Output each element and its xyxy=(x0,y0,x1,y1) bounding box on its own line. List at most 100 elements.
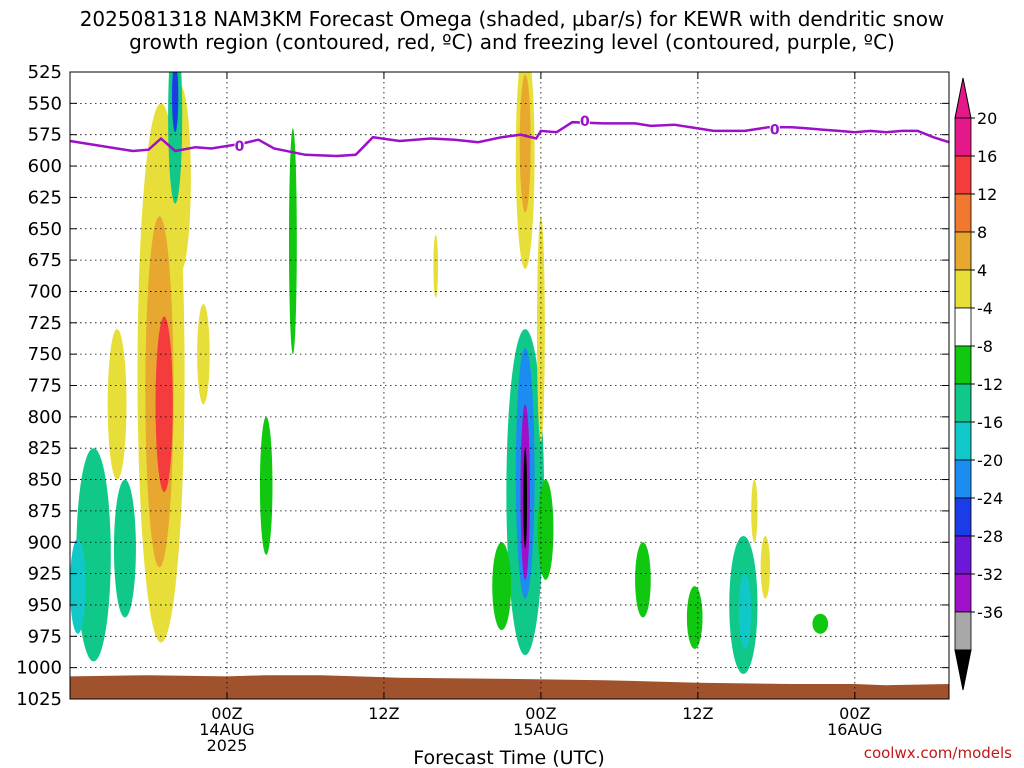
colorbar-bin-3 xyxy=(954,231,972,271)
y-tick-label-1000: 1000 xyxy=(16,658,62,679)
y-tick-label-975: 975 xyxy=(28,626,62,647)
chart-title-line-1: 2025081318 NAM3KM Forecast Omega (shaded… xyxy=(79,7,945,31)
y-tick-label-950: 950 xyxy=(28,595,62,616)
colorbar-bin-10 xyxy=(954,497,972,537)
colorbar-bin-5 xyxy=(954,307,972,347)
x-tick-label-2-0: 00Z xyxy=(525,704,556,723)
omega-region-6 xyxy=(76,448,111,662)
colorbar-label-9: -20 xyxy=(977,451,1003,470)
x-tick-label-4-0: 00Z xyxy=(839,704,870,723)
y-tick-label-875: 875 xyxy=(28,501,62,522)
y-tick-label-1025: 1025 xyxy=(16,689,62,710)
y-tick-label-750: 750 xyxy=(28,344,62,365)
colorbar-bin-4 xyxy=(954,269,972,309)
omega-region-29 xyxy=(812,613,829,634)
omega-region-8 xyxy=(113,479,136,618)
y-axis: 525 550 575 600 625 650 675 700 725 750 775 800 825 8… xyxy=(16,62,949,710)
colorbar-label-7: -12 xyxy=(977,375,1003,394)
colorbar-label-11: -28 xyxy=(977,527,1003,546)
colorbar-label-2: 12 xyxy=(977,185,997,204)
colorbar-label-6: -8 xyxy=(977,337,993,356)
colorbar-bin-0 xyxy=(954,117,972,157)
omega-shading xyxy=(70,72,829,674)
source-credit[interactable]: coolwx.com/models xyxy=(863,744,1012,762)
omega-region-24 xyxy=(686,586,703,649)
omega-region-20 xyxy=(537,479,554,580)
colorbar-bin-9 xyxy=(954,459,972,499)
omega-region-22 xyxy=(433,235,439,298)
terrain-fill xyxy=(70,675,949,699)
x-tick-label-3-0: 12Z xyxy=(682,704,713,723)
y-tick-label-575: 575 xyxy=(28,125,62,146)
y-tick-label-925: 925 xyxy=(28,564,62,585)
omega-region-19 xyxy=(492,542,512,631)
x-tick-label-4-1: 16AUG xyxy=(827,720,882,739)
omega-region-3 xyxy=(155,316,173,493)
colorbar-label-12: -32 xyxy=(977,565,1003,584)
colorbar-label-0: 20 xyxy=(977,109,997,128)
freezing-level-contour: 0 0 0 xyxy=(70,112,949,158)
omega-region-18 xyxy=(523,448,528,549)
y-tick-label-700: 700 xyxy=(28,281,62,302)
freezing-level-line xyxy=(70,120,949,158)
omega-region-26 xyxy=(738,573,752,649)
colorbar-bin-7 xyxy=(954,383,972,423)
colorbar-bin-2 xyxy=(954,193,972,233)
colorbar-bin-6 xyxy=(954,345,972,385)
colorbar-bin-11 xyxy=(954,535,972,575)
colorbar-bin-8 xyxy=(954,421,972,461)
x-tick-label-2-1: 15AUG xyxy=(513,720,568,739)
colorbar-bottom-arrow xyxy=(954,649,972,691)
y-tick-label-675: 675 xyxy=(28,250,62,271)
y-tick-label-625: 625 xyxy=(28,187,62,208)
y-tick-label-825: 825 xyxy=(28,438,62,459)
colorbar-bin-12 xyxy=(954,573,972,613)
y-tick-label-550: 550 xyxy=(28,93,62,114)
freezing-label-2: 0 xyxy=(770,123,780,139)
colorbar-bin-1 xyxy=(954,155,972,195)
colorbar-label-3: 8 xyxy=(977,223,987,242)
y-tick-label-850: 850 xyxy=(28,470,62,491)
freezing-label-bg-2 xyxy=(769,121,780,136)
x-tick-label-0-1: 14AUG xyxy=(199,720,254,739)
x-tick-label-0-2: 2025 xyxy=(207,736,248,755)
y-tick-label-600: 600 xyxy=(28,156,62,177)
freezing-label-1: 0 xyxy=(580,114,590,130)
colorbar-label-4: 4 xyxy=(977,261,987,280)
omega-region-21 xyxy=(536,216,545,442)
x-tick-label-1-0: 12Z xyxy=(368,704,399,723)
y-tick-label-775: 775 xyxy=(28,376,62,397)
omega-region-23 xyxy=(635,542,651,618)
colorbar-bin-13 xyxy=(954,611,972,651)
y-tick-label-725: 725 xyxy=(28,313,62,334)
omega-region-12 xyxy=(259,416,273,555)
y-tick-label-525: 525 xyxy=(28,62,62,83)
colorbar-label-10: -24 xyxy=(977,489,1003,508)
y-tick-label-800: 800 xyxy=(28,407,62,428)
chart-title-line-2: growth region (contoured, red, ºC) and f… xyxy=(129,30,895,54)
freezing-label-0: 0 xyxy=(235,139,245,155)
freezing-label-bg-1 xyxy=(579,112,590,127)
omega-region-9 xyxy=(168,72,183,204)
terrain xyxy=(70,675,949,699)
x-tick-label-0-0: 00Z xyxy=(211,704,242,723)
colorbar-top-arrow xyxy=(954,77,972,119)
omega-region-7 xyxy=(70,538,86,634)
omega-region-28 xyxy=(760,535,771,599)
omega-region-4 xyxy=(107,329,127,480)
omega-region-11 xyxy=(288,128,297,355)
colorbar-label-5: -4 xyxy=(977,299,993,318)
x-axis-label: Forecast Time (UTC) xyxy=(413,747,604,768)
omega-region-27 xyxy=(751,479,758,543)
omega-region-14 xyxy=(519,74,531,213)
omega-region-5 xyxy=(197,303,210,405)
freezing-label-bg-0 xyxy=(234,137,245,152)
y-tick-label-650: 650 xyxy=(28,219,62,240)
colorbar-label-8: -16 xyxy=(977,413,1003,432)
colorbar: 20 16 12 8 4 -4 -8 -12 -16 -20 -24 -28 -32 -36 xyxy=(954,77,1003,691)
colorbar-label-1: 16 xyxy=(977,147,997,166)
omega-region-10 xyxy=(172,72,179,133)
y-tick-label-900: 900 xyxy=(28,532,62,553)
